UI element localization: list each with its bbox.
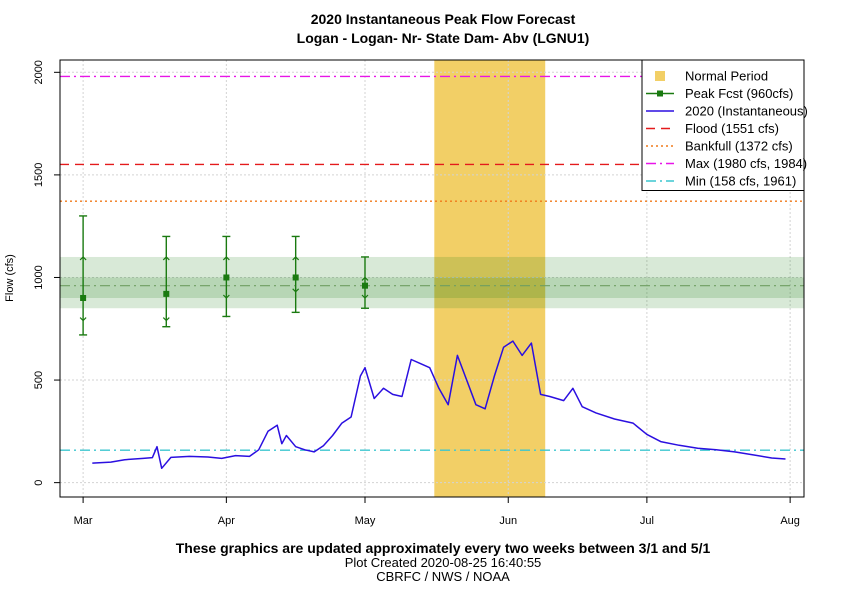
grid-layer: [60, 60, 804, 497]
y-tick-label: 2000: [33, 60, 45, 84]
legend-item: Flood (1551 cfs): [646, 121, 779, 136]
peak-point: [163, 290, 170, 297]
footer-plot-created: Plot Created 2020-08-25 16:40:55: [345, 555, 542, 570]
normal-period-band: [434, 60, 546, 497]
normal-period-layer: [434, 60, 546, 497]
peak-forecast: [162, 235, 171, 328]
peak-p90-marker: [162, 256, 170, 261]
y-tick-label: 0: [33, 480, 45, 486]
series-layer: [92, 340, 786, 470]
peak-p10-marker: [292, 288, 300, 293]
peak-point: [292, 274, 299, 281]
peak-point: [80, 294, 87, 301]
legend-item: 2020 (Instantaneous): [646, 104, 808, 119]
peak-forecast: [222, 235, 231, 318]
x-tick-label: Jul: [640, 515, 654, 527]
x-tick-label: Aug: [780, 515, 800, 527]
peak-point: [223, 274, 230, 281]
peak-p90-marker: [361, 276, 369, 281]
legend-box: [641, 59, 805, 191]
legend-label: Bankfull (1372 cfs): [685, 139, 793, 154]
footer-update-note: These graphics are updated approximately…: [176, 540, 711, 556]
legend-label: 2020 (Instantaneous): [685, 104, 808, 119]
legend-item: Min (158 cfs, 1961): [646, 174, 796, 189]
peak-forecast: [291, 235, 300, 314]
legend-item: Peak Fcst (960cfs): [646, 86, 793, 101]
legend-marker: [657, 90, 663, 97]
legend-swatch: [655, 71, 665, 81]
x-tick-label: Jun: [499, 515, 517, 527]
peak-p90-marker: [292, 256, 300, 261]
peak-forecast-layer: [79, 215, 369, 336]
legend-label: Flood (1551 cfs): [685, 121, 779, 136]
legend-item: Max (1980 cfs, 1984): [646, 156, 807, 171]
peak-p90-marker: [222, 256, 230, 261]
forecast-band-inner: [60, 277, 804, 298]
legend-item: Normal Period: [655, 69, 768, 84]
x-axis: Mar Apr May Jun Jul Aug: [74, 497, 800, 527]
y-axis: 0 500 1000 1500 2000: [33, 60, 60, 486]
x-tick-label: Mar: [74, 515, 93, 527]
peak-p10-marker: [162, 317, 170, 322]
peak-p90-marker: [79, 256, 87, 261]
plot-frame: [59, 59, 805, 498]
peak-p10-marker: [79, 317, 87, 322]
footer-agency: CBRFC / NWS / NOAA: [376, 569, 510, 584]
chart-title: 2020 Instantaneous Peak Flow Forecast: [311, 11, 576, 27]
x-tick-label: May: [355, 515, 376, 527]
legend-label: Normal Period: [685, 69, 768, 84]
y-tick-label: 1000: [33, 265, 45, 289]
peak-point: [361, 282, 368, 289]
peak-forecast: [79, 215, 88, 336]
plot-area: [60, 60, 804, 497]
legend-item: Bankfull (1372 cfs): [646, 139, 793, 154]
peak-p10-marker: [222, 294, 230, 299]
legend-label: Min (158 cfs, 1961): [685, 174, 796, 189]
legend-label: Max (1980 cfs, 1984): [685, 156, 807, 171]
peak-forecast: [360, 256, 369, 309]
forecast-band-outer: [60, 256, 804, 309]
series-line: [92, 340, 786, 470]
y-tick-label: 1500: [33, 163, 45, 187]
y-tick-label: 500: [33, 371, 45, 389]
x-tick-label: Apr: [218, 515, 235, 527]
peak-p10-marker: [361, 294, 369, 299]
y-axis-title: Flow (cfs): [4, 254, 16, 302]
chart-subtitle: Logan - Logan- Nr- State Dam- Abv (LGNU1…: [297, 30, 590, 46]
forecast-band-layer: [60, 256, 804, 309]
legend: Normal Period Peak Fcst (960cfs) 2020 (Ins…: [641, 59, 808, 191]
legend-label: Peak Fcst (960cfs): [685, 86, 793, 101]
